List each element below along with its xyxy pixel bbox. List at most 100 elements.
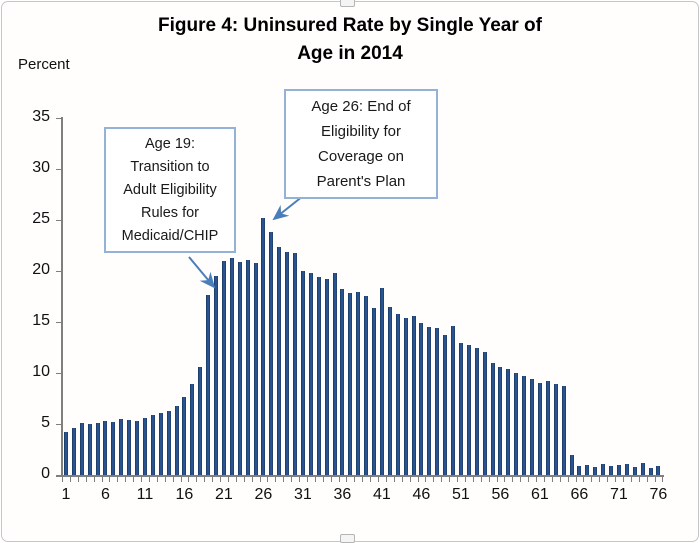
x-axis-tick [267,477,269,482]
x-axis-tick [251,477,253,482]
y-axis-label: 30 [32,159,50,176]
x-axis-tick [362,477,364,482]
y-axis-label: 25 [32,210,50,227]
x-axis-tick [227,477,229,482]
bar-age-70 [609,466,614,475]
y-axis-label: 5 [41,414,50,431]
x-axis-label: 26 [254,486,273,503]
y-axis-tick [56,117,62,119]
x-axis-tick [401,477,403,482]
bar-age-7 [111,422,116,475]
x-axis-tick [283,477,285,482]
x-axis-tick [638,477,640,482]
x-axis-tick [212,477,214,482]
x-axis-tick [441,477,443,482]
x-axis-tick [306,477,308,482]
x-axis-label: 76 [649,486,668,503]
x-axis-tick [393,477,395,482]
x-axis-tick [220,477,221,482]
y-axis-tick [56,270,62,272]
x-axis-tick [528,477,530,482]
x-axis-tick [512,477,514,482]
x-axis-tick [133,477,135,482]
x-axis-tick [346,477,348,482]
x-axis-tick [488,477,490,482]
bar-age-58 [514,373,519,475]
x-axis-tick [101,477,103,482]
x-axis-tick [559,477,561,482]
bar-age-61 [537,383,542,475]
resize-handle-top[interactable] [340,0,355,7]
bar-age-44 [403,318,408,475]
bar-age-12 [150,415,155,475]
bar-age-42 [387,307,392,475]
bar-age-73 [632,467,637,475]
annotation-age26-line: Age 26: End of [311,98,411,115]
x-axis-tick [591,477,593,482]
y-axis-tick [56,321,62,323]
bar-age-14 [166,411,171,475]
bar-age-28 [277,247,282,475]
bar-age-10 [135,421,140,475]
bar-age-13 [158,413,163,475]
bar-age-5 [95,423,100,475]
bar-age-17 [190,384,195,475]
bar-age-29 [285,252,290,475]
y-axis-tick [56,372,62,374]
y-axis-tick [56,474,62,476]
x-axis-tick [385,477,387,482]
x-axis-tick [77,477,79,482]
x-axis-tick [314,477,316,482]
bar-age-51 [458,343,463,475]
x-axis-tick [330,477,332,482]
x-axis-tick [243,477,245,482]
bar-age-43 [395,314,400,475]
x-axis-label: 56 [491,486,510,503]
bar-age-11 [142,418,147,475]
x-axis-tick [299,477,300,482]
bar-age-45 [411,316,416,475]
bar-age-76 [656,466,661,475]
annotation-age19-line: Transition to [130,158,210,175]
x-axis-tick [370,477,372,482]
bar-age-49 [443,335,448,475]
bar-age-35 [332,273,337,475]
y-axis-label: 35 [32,108,50,125]
x-axis-tick [583,477,585,482]
bar-age-54 [482,352,487,475]
bar-age-63 [553,384,558,475]
x-axis-tick [172,477,174,482]
bar-age-55 [490,363,495,475]
x-axis-tick [417,477,419,482]
x-axis-label: 71 [610,486,628,503]
bar-age-72 [624,464,629,475]
bar-age-27 [269,232,274,475]
x-axis-tick [204,477,206,482]
x-axis-label: 1 [61,486,71,503]
bar-age-23 [237,262,242,475]
x-axis-tick [599,477,601,482]
bar-age-3 [79,423,84,475]
bar-age-68 [593,467,598,475]
y-axis-label: 0 [41,465,50,482]
bar-age-16 [182,397,187,475]
bar-age-15 [174,406,179,475]
bar-age-37 [348,293,353,475]
bar-age-60 [530,379,535,475]
bar-age-71 [616,465,621,475]
x-axis-label: 11 [136,486,154,503]
bar-age-20 [214,276,219,475]
bar-age-38 [356,292,361,475]
x-axis-tick [275,477,277,482]
chart-title-line1: Figure 4: Uninsured Rate by Single Year … [158,15,542,36]
bar-age-74 [640,463,645,475]
x-axis-tick [141,477,142,482]
resize-handle-bottom[interactable] [340,534,355,543]
x-axis-label: 31 [294,486,312,503]
x-axis-tick [109,477,111,482]
annotation-age19-line: Age 19: [145,135,195,152]
bar-age-59 [522,376,527,475]
annotation-box-age19: Age 19: Transition to Adult Eligibility … [104,127,236,253]
x-axis-tick [457,477,458,482]
x-axis-label: 61 [531,486,549,503]
